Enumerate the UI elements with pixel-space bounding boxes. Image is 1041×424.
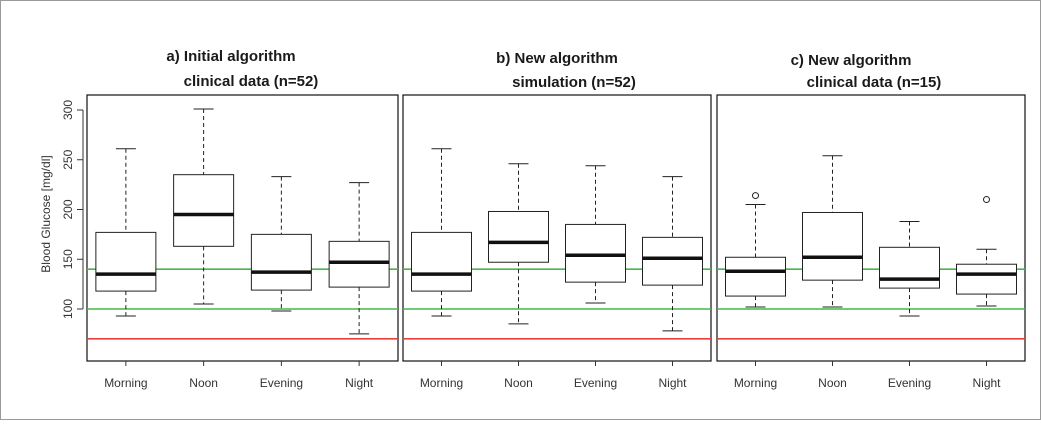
panel-b-border: [402, 94, 712, 362]
box-b-evening-iqr: [565, 223, 626, 283]
box-c-noon: [802, 155, 863, 308]
y-axis-label: Blood Glucose [mg/dl]: [39, 155, 53, 272]
box-c-evening-iqr: [879, 246, 940, 289]
panel-c: Morning Noon Evening Night: [716, 94, 1026, 390]
box-b-morning-iqr: [411, 231, 472, 292]
x-tick-label-noon: Noon: [504, 376, 533, 390]
x-tick-label-morning: Morning: [734, 376, 777, 390]
box-a-night: [328, 182, 390, 335]
box-b-night-iqr: [642, 236, 703, 286]
x-tick-label-evening: Evening: [888, 376, 931, 390]
x-tick-label-evening: Evening: [260, 376, 303, 390]
x-tick-label-morning: Morning: [420, 376, 463, 390]
y-tick-label-250: 250: [61, 149, 75, 169]
box-c-night-iqr: [956, 263, 1017, 295]
box-c-evening: [879, 220, 940, 317]
x-tick-label-evening: Evening: [574, 376, 617, 390]
panel-a-title-line1: a) Initial algorithm: [166, 48, 295, 65]
x-tick-label-night: Night: [972, 376, 1001, 390]
box-a-night-iqr: [328, 240, 390, 288]
box-c-night: [956, 196, 1017, 307]
y-tick-label-300: 300: [61, 100, 75, 120]
box-a-evening: [250, 176, 312, 312]
box-a-evening-iqr: [250, 233, 312, 291]
panel-b-title-line1: b) New algorithm: [496, 50, 618, 67]
box-b-evening: [565, 165, 626, 304]
panel-b: Morning Noon Evening Night: [402, 94, 712, 390]
panel-a: 100 150 200 250 300 Morning Noon Evening Night: [61, 94, 399, 390]
box-c-night-outlier-0: [983, 196, 990, 204]
panel-b-title-line2: simulation (n=52): [512, 74, 636, 91]
panel-c-title-line1: c) New algorithm: [791, 52, 912, 69]
panel-c-border: [716, 94, 1026, 362]
box-a-morning: [95, 148, 157, 317]
box-c-noon-iqr: [802, 211, 863, 281]
x-tick-label-night: Night: [345, 376, 374, 390]
x-tick-label-noon: Noon: [189, 376, 218, 390]
box-a-noon-iqr: [173, 174, 235, 247]
box-c-morning: [725, 192, 786, 308]
x-tick-label-noon: Noon: [818, 376, 847, 390]
y-tick-label-150: 150: [61, 249, 75, 269]
x-tick-label-night: Night: [658, 376, 687, 390]
panel-c-title-line2: clinical data (n=15): [807, 74, 942, 91]
panel-a-border: [86, 94, 399, 362]
box-b-night: [642, 176, 703, 332]
box-c-morning-outlier-0: [752, 192, 759, 200]
box-c-morning-iqr: [725, 256, 786, 297]
box-a-morning-iqr: [95, 231, 157, 292]
y-tick-label-100: 100: [61, 299, 75, 319]
y-tick-label-200: 200: [61, 199, 75, 219]
x-tick-label-morning: Morning: [104, 376, 147, 390]
box-b-noon: [488, 163, 549, 325]
box-b-noon-iqr: [488, 210, 549, 263]
box-a-noon: [173, 108, 235, 305]
box-b-morning: [411, 148, 472, 317]
panel-a-title-line2: clinical data (n=52): [184, 73, 319, 90]
